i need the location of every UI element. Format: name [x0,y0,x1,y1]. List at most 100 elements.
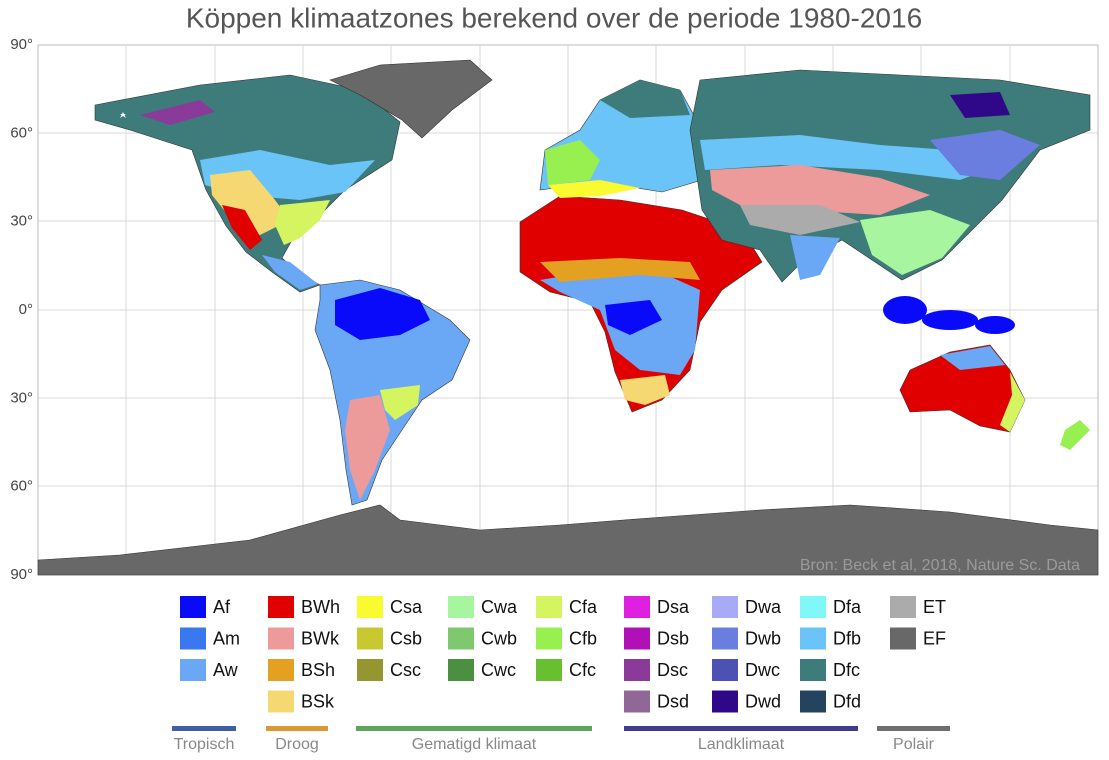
group-label: Tropisch [174,736,235,753]
legend-swatch [268,627,294,650]
greenland [329,59,493,139]
legend-swatch [180,596,206,618]
legend-label: Dsd [657,691,689,711]
legend-label: Dfd [833,691,861,711]
legend-swatch [712,596,738,618]
legend-swatch [268,690,294,713]
zone-area [222,205,262,250]
legend-label: Cfc [569,660,596,680]
legend-label: Cfa [569,597,598,617]
legend-label: BWk [301,628,340,648]
legend-label: Dsc [657,660,688,680]
legend-swatch [268,659,294,681]
legend-swatch [268,596,294,618]
legend-label: Dsb [657,628,689,648]
zone-area [262,255,318,290]
lat-label: 90° [10,36,33,53]
island [975,316,1015,334]
zone-area [620,375,670,405]
new-zealand [1060,420,1090,450]
group-bar [356,726,592,731]
zone-area [545,140,600,185]
legend-label: Aw [213,660,239,680]
zone-area [930,130,1040,180]
zone-area [740,205,860,235]
source-note: Bron: Beck et al, 2018, Nature Sc. Data [800,557,1080,574]
legend-swatch [624,627,650,650]
legend-swatch [800,659,826,681]
zone-area [275,200,330,245]
zone-area [380,385,420,420]
group-bar [624,726,858,731]
legend-label: BSk [301,691,335,711]
zone-area [540,258,700,282]
legend-swatch [357,659,383,681]
legend-label: Af [213,597,231,617]
legend-swatch [624,690,650,713]
zone-area [940,346,1005,370]
group-bar [877,726,950,731]
zone-area [345,395,390,500]
legend-swatch [890,627,916,650]
legend-label: Dfb [833,628,861,648]
legend-label: Csb [390,628,422,648]
legend-swatch [448,659,474,681]
group-label: Landklimaat [698,736,785,753]
legend-swatch [712,659,738,681]
legend-swatch [536,596,562,618]
legend-label: Dfc [833,660,860,680]
group-bar [266,726,328,731]
legend-label: BSh [301,660,335,680]
legend-label: Csa [390,597,423,617]
legend-label: Dwb [745,628,781,648]
legend-swatch [712,690,738,713]
zone-area [700,135,1000,180]
legend-label: Dfa [833,597,862,617]
zone-area [335,288,430,340]
zone-area [605,300,662,335]
group-label: Droog [275,736,319,753]
legend-label: EF [923,628,946,648]
lat-label: 0° [19,301,33,318]
legend-swatch [357,596,383,618]
legend-label: Cwa [481,597,518,617]
zone-area [790,235,840,280]
world-map: Bron: Beck et al, 2018, Nature Sc. Data [37,44,1099,576]
legend-label: ET [923,597,946,617]
island [883,296,927,324]
lat-label: 60° [10,478,33,495]
legend-label: Cwc [481,660,516,680]
lat-label: 60° [10,124,33,141]
lat-label: 30° [10,389,33,406]
star-marker [120,112,126,118]
zone-area [210,170,290,235]
legend-label: Dwc [745,660,780,680]
legend-swatch [536,659,562,681]
legend-label: Am [213,628,240,648]
legend-label: Cfb [569,628,597,648]
legend-swatch [180,659,206,681]
legend-label: Csc [390,660,421,680]
lat-label: 90° [10,566,33,583]
latitude-labels: 90° 60° 30° 0° 30° 60° 90° [10,36,33,583]
zone-area [600,80,690,118]
antarctica [37,504,1099,576]
group-bar [172,726,236,731]
legend-swatch [800,596,826,618]
legend-swatch [800,690,826,713]
legend-label: Dwd [745,691,781,711]
climate-groups: Tropisch Droog Gematigd klimaat Landklimaat… [172,726,950,753]
legend-swatch [890,596,916,618]
legend-swatch [536,627,562,650]
legend-swatch [357,627,383,650]
legend: Af Am Aw BWh BWk BSh BSk Csa Csb Csc Cwa Cwb Cwc Cfa C… [180,596,946,713]
title: Köppen klimaatzones berekend over de per… [186,2,922,33]
lat-label: 30° [10,213,33,230]
zone-area [1000,372,1025,432]
legend-swatch [800,627,826,650]
zone-area [950,92,1010,118]
group-label: Gematigd klimaat [412,736,537,753]
legend-swatch [180,627,206,650]
zone-area [548,180,640,198]
